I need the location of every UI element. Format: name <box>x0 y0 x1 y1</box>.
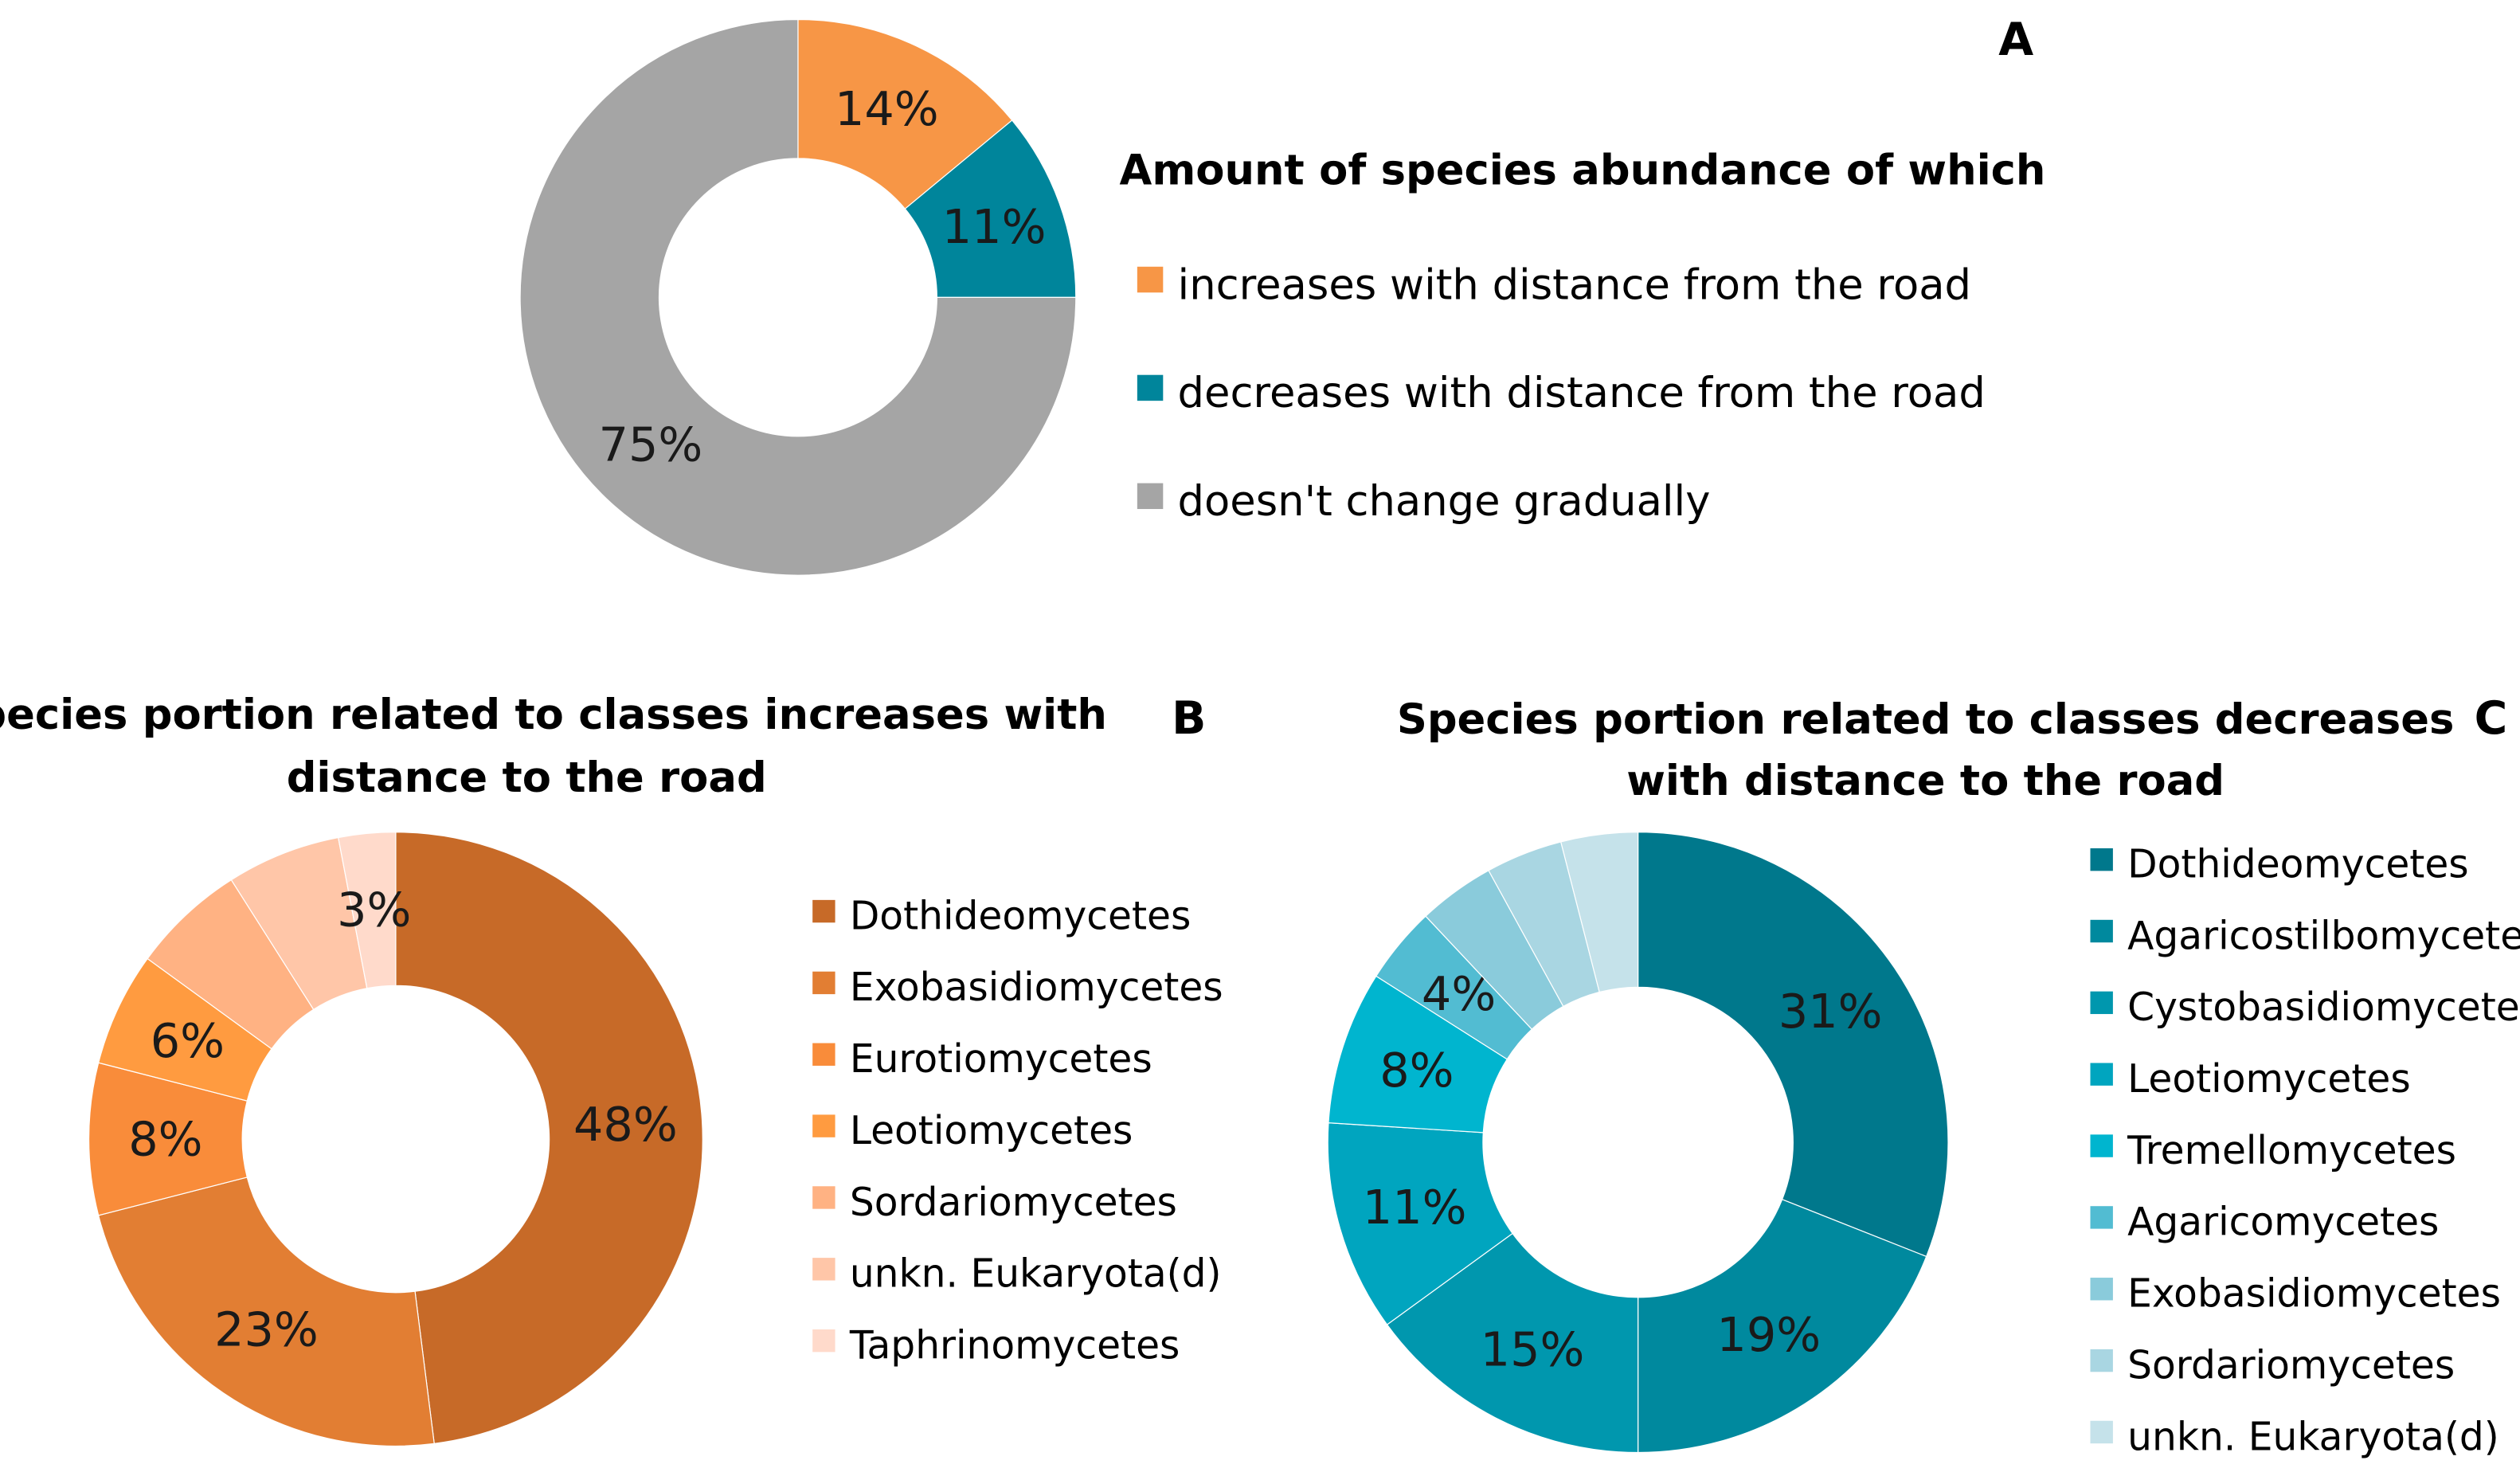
chart-b-legend-label: Eurotiomycetes <box>850 1037 1152 1082</box>
chart-c-legend-swatch <box>2090 1134 2113 1157</box>
chart-b-legend-swatch <box>812 1114 835 1137</box>
chart-b-title-line1: Species portion related to classes incre… <box>0 691 1107 739</box>
chart-b-legend-label: unkn. Eukaryota(d) <box>850 1252 1222 1297</box>
chart-a-data-label: 75% <box>599 417 703 472</box>
chart-c-legend-label: Tremellomycetes <box>2127 1129 2456 1173</box>
chart-c-slice <box>1560 832 1639 993</box>
chart-c-data-label: 19% <box>1716 1307 1821 1362</box>
chart-a-title: Amount of species abundance of which <box>1120 146 2046 194</box>
chart-a-legend: increases with distance from the road dec… <box>1137 260 1986 526</box>
chart-c: 31%19%15%11%8%4% <box>1327 832 1949 1454</box>
chart-a-data-label: 11% <box>942 199 1047 254</box>
chart-c-legend-label: unkn. Eukaryota(d) <box>2127 1415 2499 1459</box>
chart-a: 14% 11% 75% <box>519 18 1077 576</box>
chart-b-legend-swatch <box>812 1186 835 1209</box>
chart-c-data-label: 11% <box>1363 1180 1467 1235</box>
chart-c-title-line1: Species portion related to classes decre… <box>1397 695 2455 744</box>
chart-c-slice <box>1637 832 1949 1258</box>
chart-c-legend-swatch <box>2090 1420 2113 1444</box>
chart-b-data-label: 48% <box>573 1097 678 1152</box>
chart-c-data-label: 15% <box>1481 1322 1585 1377</box>
chart-c-legend-label: Cystobasidiomycetes <box>2127 985 2520 1030</box>
chart-c-legend-swatch <box>2090 1349 2113 1372</box>
chart-b-legend-swatch <box>812 971 835 995</box>
chart-c-legend-label: Leotiomycetes <box>2127 1057 2411 1102</box>
chart-b-title-line2: distance to the road <box>287 754 767 802</box>
chart-c-title-line2: with distance to the road <box>1626 757 2225 805</box>
chart-b-legend-swatch <box>812 1258 835 1281</box>
chart-c-legend-label: Dothideomycetes <box>2127 842 2468 887</box>
panel-label-c: C <box>2475 692 2508 745</box>
chart-a-legend-label: increases with distance from the road <box>1178 260 1971 309</box>
chart-a-legend-label: doesn't change gradually <box>1178 477 1711 526</box>
chart-c-slice <box>1386 1232 1639 1454</box>
chart-b-slice <box>337 832 397 989</box>
chart-b-legend-label: Sordariomycetes <box>850 1180 1177 1225</box>
chart-b-slice <box>395 832 703 1445</box>
chart-a-legend-swatch <box>1137 374 1164 401</box>
chart-c-legend: Dothideomycetes Agaricostilbomycetes Cysto… <box>2090 842 2520 1459</box>
chart-c-legend-label: Agaricostilbomycetes <box>2127 914 2520 958</box>
chart-c-legend-label: Exobasidiomycetes <box>2127 1272 2501 1317</box>
chart-b-legend-swatch <box>812 1043 835 1066</box>
chart-a-slice <box>519 18 1077 576</box>
chart-a-legend-swatch <box>1137 266 1164 293</box>
chart-c-legend-label: Agaricomycetes <box>2127 1200 2439 1245</box>
chart-b-data-label: 3% <box>337 883 411 938</box>
panel-label-b: B <box>1172 692 1206 745</box>
chart-b-legend-swatch <box>812 899 835 923</box>
chart-a-data-label: 14% <box>835 81 939 136</box>
chart-c-data-label: 31% <box>1778 984 1883 1039</box>
chart-c-slice <box>1327 1122 1513 1325</box>
chart-b-legend-swatch <box>812 1329 835 1353</box>
chart-b-data-label: 23% <box>214 1302 319 1357</box>
chart-b-legend: Dothideomycetes Exobasidiomycetes Eurotiom… <box>812 894 1223 1368</box>
chart-a-legend-swatch <box>1137 483 1164 510</box>
chart-c-legend-swatch <box>2090 991 2113 1015</box>
chart-b-data-label: 8% <box>128 1111 202 1166</box>
chart-b-legend-label: Leotiomycetes <box>850 1109 1133 1153</box>
chart-b-legend-label: Taphrinomycetes <box>849 1323 1180 1368</box>
panel-label-a: A <box>1998 14 2033 66</box>
chart-a-legend-label: decreases with distance from the road <box>1178 369 1986 417</box>
chart-b-legend-label: Exobasidiomycetes <box>850 965 1223 1010</box>
chart-b: 48% 23% 8% 6% 3% <box>88 832 703 1447</box>
chart-c-legend-swatch <box>2090 919 2113 943</box>
chart-c-legend-swatch <box>2090 1206 2113 1229</box>
chart-b-legend-label: Dothideomycetes <box>850 894 1191 938</box>
chart-b-slice <box>97 1176 435 1447</box>
chart-c-data-label: 8% <box>1379 1043 1454 1098</box>
chart-c-legend-swatch <box>2090 1278 2113 1301</box>
chart-a-slice <box>797 18 1013 210</box>
chart-c-legend-swatch <box>2090 1063 2113 1086</box>
chart-a-slice <box>904 119 1077 298</box>
chart-b-data-label: 6% <box>151 1013 225 1068</box>
chart-c-slice <box>1637 1198 1927 1454</box>
chart-c-legend-swatch <box>2090 848 2113 871</box>
chart-c-legend-label: Sordariomycetes <box>2127 1343 2455 1388</box>
